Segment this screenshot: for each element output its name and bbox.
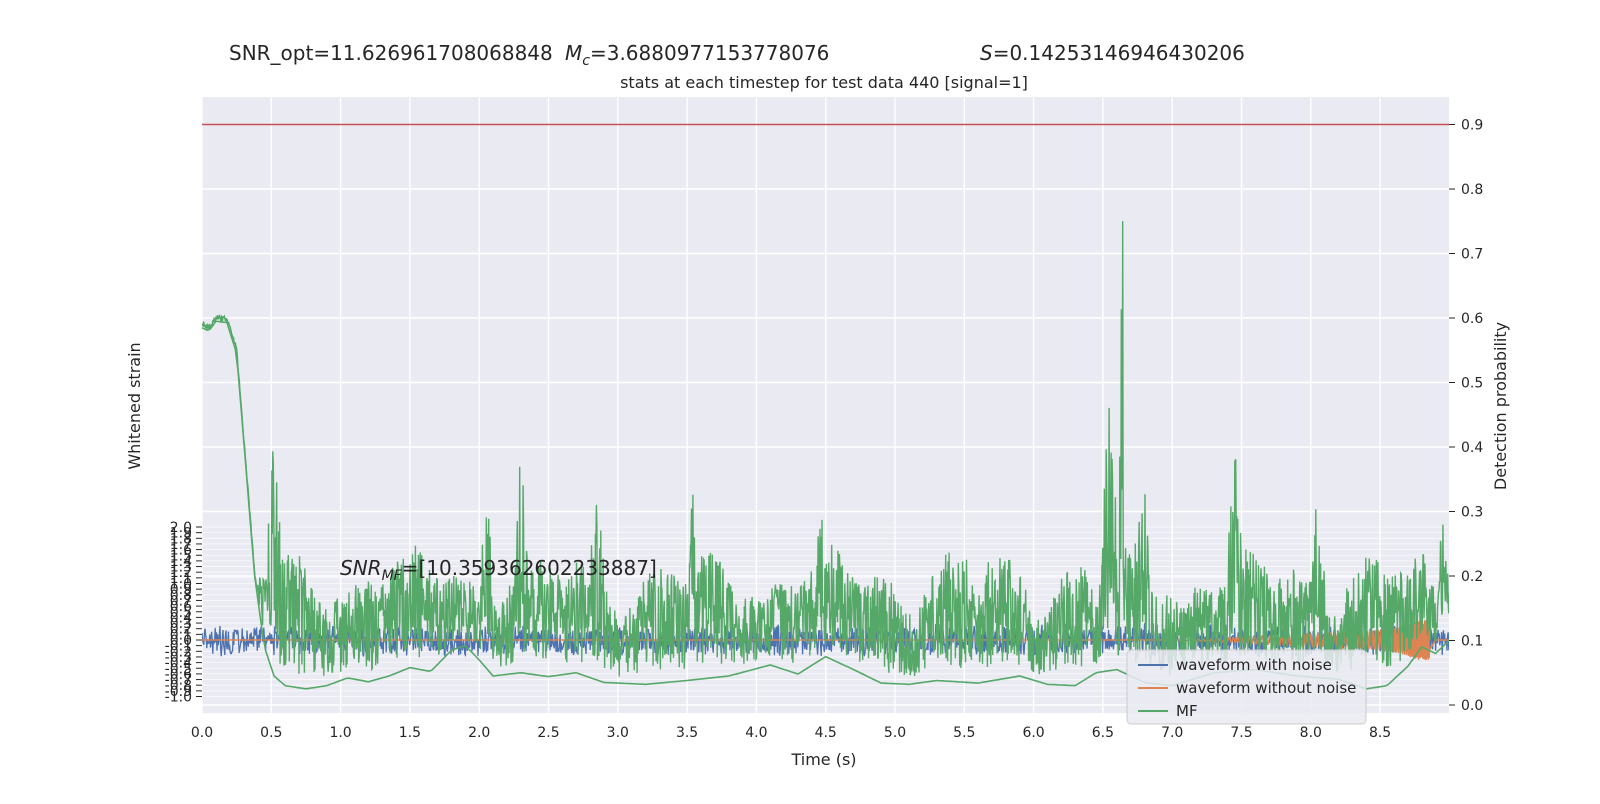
left-tick-label: 0.0 xyxy=(170,633,192,649)
x-tick-label: 8.5 xyxy=(1369,725,1391,741)
left-axis: 2.01.91.81.71.61.51.41.31.21.11.00.90.80… xyxy=(165,520,202,706)
left-tick-label: 0.2 xyxy=(170,622,192,638)
x-axis: 0.0 0.5 1.0 1.5 2.0 2.5 3.0 3.5 4.0 4.5 5.0 5.5 6.0 6… xyxy=(191,725,1391,741)
x-tick-label: 4.5 xyxy=(815,725,837,741)
snr-mf-subscript: MF xyxy=(382,568,403,584)
right-axis: 0.0 0.1 0.2 0.3 0.4 0.5 0.6 0.7 0.8 0.9 xyxy=(1449,118,1483,714)
left-tick-label: 1.3 xyxy=(170,560,192,576)
left-tick-label: 0.1 xyxy=(170,627,192,643)
left-tick-label: 1.6 xyxy=(170,543,192,559)
chart-subtitle: stats at each timestep for test data 440… xyxy=(620,73,1028,92)
left-tick-label: -0.7 xyxy=(165,673,192,689)
left-tick-label: 1.2 xyxy=(170,565,192,581)
legend-label-clean: waveform without noise xyxy=(1176,679,1356,697)
snr-mf-value: =[10.359362602233887] xyxy=(402,556,657,580)
right-tick-label: 0.0 xyxy=(1461,698,1483,714)
x-tick-label: 0.5 xyxy=(260,725,282,741)
x-tick-label: 1.0 xyxy=(329,725,351,741)
left-tick-label: -0.9 xyxy=(165,684,192,700)
left-tick-label: 0.8 xyxy=(170,588,192,604)
left-tick-label: -0.4 xyxy=(165,656,192,672)
left-axis-label: Whitened strain xyxy=(125,342,144,469)
right-tick-label: 0.8 xyxy=(1461,182,1483,198)
x-tick-label: 3.5 xyxy=(676,725,698,741)
left-tick-label: 1.0 xyxy=(170,577,192,593)
chirp-mass-subscript: c xyxy=(582,53,590,69)
legend-label-noisy: waveform with noise xyxy=(1176,656,1332,674)
left-tick-label: 1.4 xyxy=(170,554,192,570)
snr-mf-annotation: SNRMF=[10.359362602233887] xyxy=(340,556,657,584)
left-tick-label: 1.9 xyxy=(170,526,192,542)
left-tick-label: 2.0 xyxy=(170,520,192,536)
left-tick-label: 0.5 xyxy=(170,605,192,621)
left-tick-label: -0.8 xyxy=(165,678,192,694)
snr-mf-symbol: SNR xyxy=(340,556,382,580)
x-tick-label: 3.0 xyxy=(607,725,629,741)
right-tick-label: 0.3 xyxy=(1461,505,1483,521)
right-tick-label: 0.1 xyxy=(1461,634,1483,650)
series-mf-noise xyxy=(202,221,1449,677)
legend-box xyxy=(1126,649,1367,725)
left-tick-label: -0.3 xyxy=(165,650,192,666)
s-symbol: S xyxy=(980,41,993,65)
x-tick-label: 1.5 xyxy=(399,725,421,741)
x-tick-label: 7.0 xyxy=(1161,725,1183,741)
left-tick-label: -0.2 xyxy=(165,644,192,660)
legend: waveform with noise waveform without noi… xyxy=(1126,649,1367,725)
x-tick-label: 5.5 xyxy=(953,725,975,741)
x-tick-label: 2.0 xyxy=(468,725,490,741)
left-tick-label: 0.6 xyxy=(170,599,192,615)
chirp-mass-value: =3.6880977153778076 xyxy=(590,41,829,65)
right-tick-label: 0.6 xyxy=(1461,311,1483,327)
right-tick-label: 0.5 xyxy=(1461,376,1483,392)
x-tick-label: 8.0 xyxy=(1300,725,1322,741)
right-tick-label: 0.7 xyxy=(1461,247,1483,263)
left-tick-label: 0.4 xyxy=(170,610,192,626)
snr-opt-label: SNR_opt=11.626961708068848 xyxy=(229,41,553,65)
x-tick-label: 2.5 xyxy=(537,725,559,741)
chirp-mass-label: Mc=3.6880977153778076 xyxy=(565,41,829,69)
x-tick-label: 6.5 xyxy=(1092,725,1114,741)
legend-label-mf: MF xyxy=(1176,702,1198,720)
left-tick-label: 0.3 xyxy=(170,616,192,632)
right-axis-label: Detection probability xyxy=(1491,322,1510,490)
left-tick-label: -0.6 xyxy=(165,667,192,683)
chirp-mass-symbol: M xyxy=(565,41,582,65)
left-tick-label: 1.7 xyxy=(170,537,192,553)
x-tick-label: 4.0 xyxy=(745,725,767,741)
left-tick-label: 1.5 xyxy=(170,548,192,564)
x-tick-label: 5.0 xyxy=(884,725,906,741)
x-axis-label: Time (s) xyxy=(790,750,856,769)
left-tick-label: -1.0 xyxy=(165,690,192,706)
right-tick-label: 0.4 xyxy=(1461,440,1483,456)
x-tick-label: 0.0 xyxy=(191,725,213,741)
s-statistic-label: S=0.14253146946430206 xyxy=(980,41,1245,65)
left-tick-label: -0.1 xyxy=(165,639,192,655)
right-tick-label: 0.9 xyxy=(1461,118,1483,134)
x-tick-label: 6.0 xyxy=(1022,725,1044,741)
left-tick-label: 1.1 xyxy=(170,571,192,587)
left-tick-label: -0.5 xyxy=(165,661,192,677)
left-tick-label: 1.8 xyxy=(170,531,192,547)
s-value: =0.14253146946430206 xyxy=(993,41,1245,65)
left-tick-label: 0.9 xyxy=(170,582,192,598)
x-tick-label: 7.5 xyxy=(1230,725,1252,741)
right-tick-label: 0.2 xyxy=(1461,569,1483,585)
left-tick-label: 0.7 xyxy=(170,593,192,609)
